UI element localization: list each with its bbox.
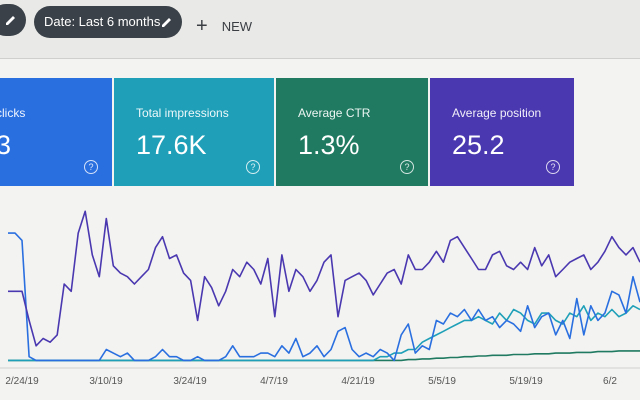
metric-value: 17.6K [136, 130, 207, 160]
help-icon[interactable]: ? [84, 160, 98, 174]
help-icon[interactable]: ? [546, 160, 560, 174]
help-icon[interactable]: ? [400, 160, 414, 174]
x-tick-label: 4/7/19 [260, 376, 288, 387]
date-filter-label: Date: Last 6 months [44, 14, 161, 29]
new-filter-button[interactable]: + NEW [196, 12, 252, 40]
edit-chip-button[interactable] [0, 4, 26, 36]
x-tick-label: 3/10/19 [89, 376, 123, 387]
new-button-label: NEW [221, 18, 253, 34]
x-tick-label: 6/2 [603, 376, 617, 387]
metric-value: 3 [0, 130, 12, 160]
metric-card-impressions[interactable]: Total impressions 17.6K ? [114, 78, 274, 186]
metric-card-ctr[interactable]: Average CTR 1.3% ? [276, 78, 428, 186]
metric-title: Total impressions [136, 106, 229, 120]
metric-title: clicks [0, 106, 26, 120]
report-toolbar: Date: Last 6 months + NEW [0, 0, 640, 59]
series-line [8, 305, 640, 362]
plus-icon: + [196, 15, 208, 37]
metric-card-clicks[interactable]: clicks 3 ? [0, 78, 112, 186]
help-icon[interactable]: ? [246, 160, 260, 174]
x-tick-label: 5/5/19 [428, 376, 456, 387]
performance-line-chart: 2/24/19 3/10/19 3/24/19 4/7/19 4/21/19 5/5/19… [0, 210, 640, 387]
x-tick-label: 3/24/19 [173, 376, 207, 387]
x-tick-label: 2/24/19 [5, 376, 39, 387]
metric-value: 1.3% [298, 130, 360, 160]
series-line [8, 232, 640, 362]
metric-value: 25.2 [452, 130, 505, 160]
x-tick-label: 4/21/19 [341, 376, 375, 387]
date-filter-chip[interactable]: Date: Last 6 months [34, 6, 182, 38]
series-line [8, 210, 640, 347]
metric-card-position[interactable]: Average position 25.2 ? [430, 78, 574, 186]
metric-title: Average CTR [298, 106, 371, 120]
pencil-icon [6, 16, 15, 25]
metric-title: Average position [452, 106, 542, 120]
x-tick-label: 5/19/19 [509, 376, 543, 387]
pencil-icon [162, 18, 171, 27]
